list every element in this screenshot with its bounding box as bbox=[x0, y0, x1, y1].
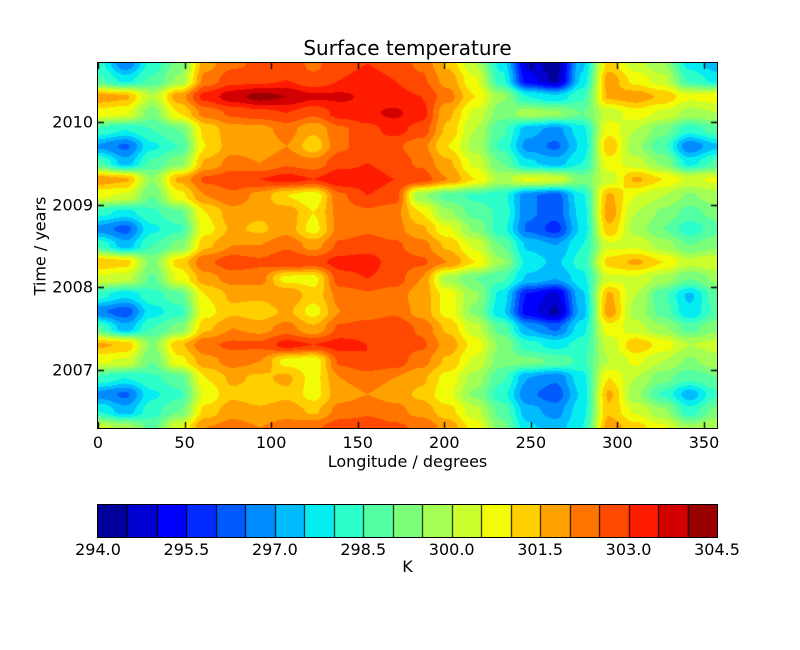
heatmap-canvas bbox=[98, 63, 717, 428]
colorbar-tick-label: 295.5 bbox=[163, 540, 210, 559]
colorbar-tick-label: 300.0 bbox=[428, 540, 475, 559]
colorbar-unit-label: K bbox=[402, 557, 413, 576]
x-tick-label: 150 bbox=[342, 433, 373, 452]
x-tick-label: 100 bbox=[255, 433, 287, 452]
colorbar-canvas bbox=[98, 505, 717, 537]
x-tick-label: 300 bbox=[602, 433, 633, 452]
colorbar-tick-label: 294.0 bbox=[75, 540, 121, 559]
plot-frame bbox=[97, 62, 718, 429]
y-tick-label: 2009 bbox=[52, 195, 93, 215]
colorbar-tick-label: 298.5 bbox=[340, 540, 387, 559]
y-tick-label: 2007 bbox=[52, 360, 93, 380]
y-tick-label: 2010 bbox=[52, 112, 93, 132]
y-axis-label: Time / years bbox=[30, 196, 50, 296]
x-tick-label: 200 bbox=[429, 433, 460, 452]
colorbar-frame bbox=[97, 504, 718, 538]
colorbar-tick-label: 303.0 bbox=[605, 540, 652, 559]
x-tick-label: 50 bbox=[174, 433, 195, 452]
x-tick-label: 350 bbox=[688, 433, 720, 452]
colorbar-tick-label: 297.0 bbox=[251, 540, 298, 559]
y-tick-label: 2008 bbox=[52, 277, 93, 297]
colorbar-tick-label: 301.5 bbox=[517, 540, 564, 559]
chart-title: Surface temperature bbox=[303, 36, 512, 60]
x-tick-label: 0 bbox=[92, 433, 104, 452]
x-axis-label: Longitude / degrees bbox=[327, 452, 488, 471]
colorbar-tick-label: 304.5 bbox=[694, 540, 740, 559]
x-tick-label: 250 bbox=[515, 433, 547, 452]
